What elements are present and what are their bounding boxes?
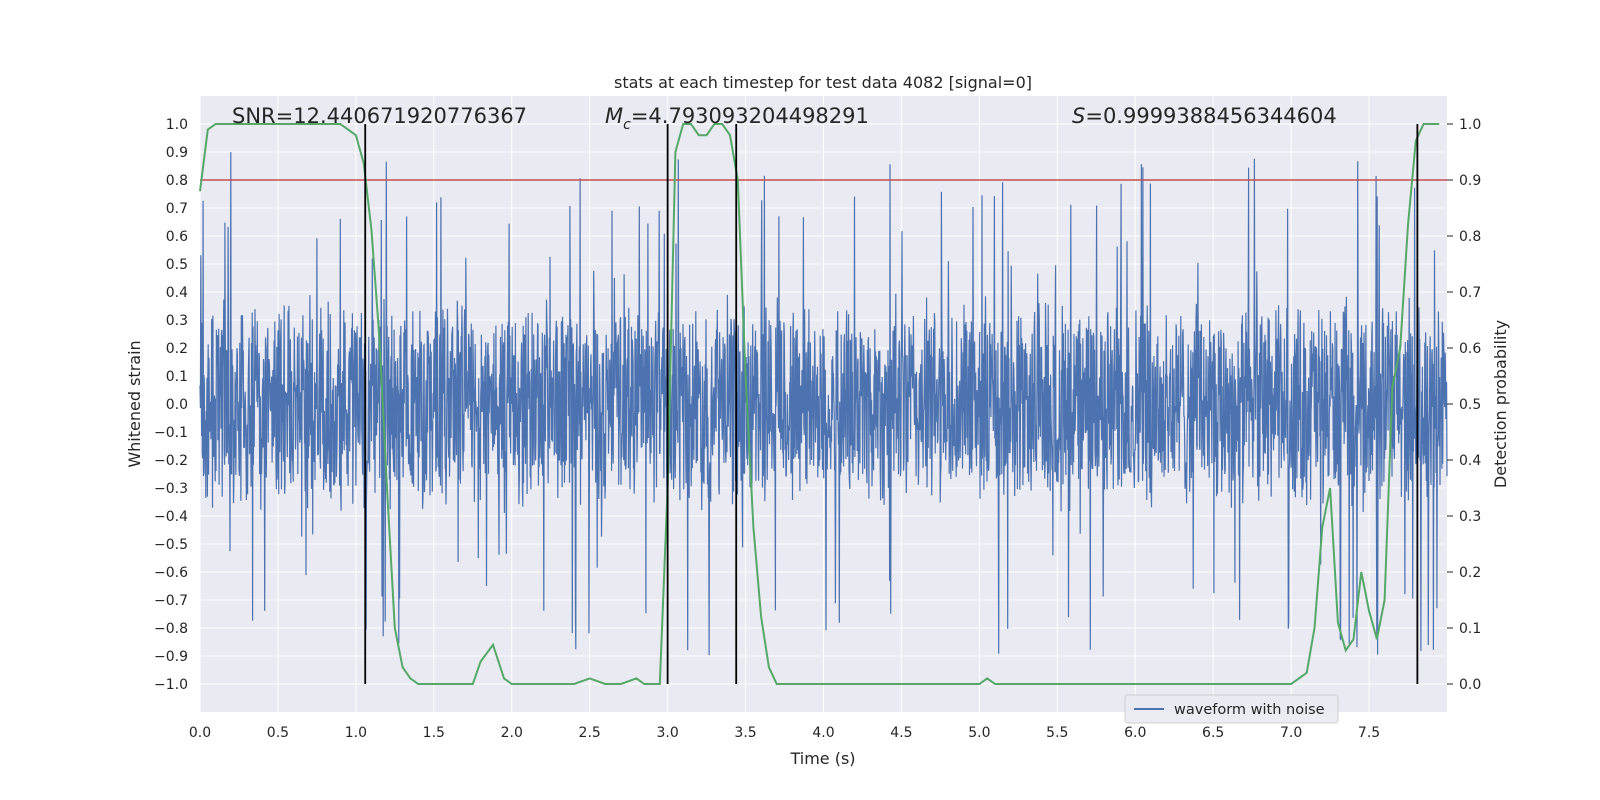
right-y-tick-label: 0.3 [1459,509,1481,525]
left-y-tick-label: 0.2 [166,341,188,357]
x-tick-label: 7.5 [1358,725,1380,741]
x-tick-label: 4.5 [890,725,912,741]
probability-series [199,123,1440,685]
left-y-tick-label: 0.7 [166,201,188,217]
left-y-tick-label: −0.4 [154,509,188,525]
x-tick-label: 1.5 [423,725,445,741]
x-tick-label: 4.0 [812,725,834,741]
x-tick-label: 5.0 [968,725,990,741]
chirp-mass-annotation: Mc=4.793093204498291 [605,104,869,133]
chirp-mass-subscript: c [623,117,631,133]
left-y-tick-label: −0.9 [154,649,188,665]
legend: waveform with noise [1124,694,1339,724]
x-tick-label: 6.5 [1202,725,1224,741]
left-y-tick-label: −1.0 [154,677,188,693]
right-y-tick-labels: 0.0 0.1 0.2 0.3 0.4 0.5 0.6 0.7 0.8 0.9 1.0 [1447,117,1481,693]
x-tick-label: 3.5 [734,725,756,741]
right-y-tick-label: 0.5 [1459,397,1481,413]
waveform-series [199,152,1448,656]
right-y-tick-label: 0.0 [1459,677,1481,693]
right-y-tick-label: 0.9 [1459,173,1481,189]
right-y-axis-label: Detection probability [1491,320,1510,488]
left-y-tick-labels: −1.0 −0.9 −0.8 −0.7 −0.6 −0.5 −0.4 −0.3 −0.2 −0.1… [154,117,188,693]
x-tick-label: 2.5 [579,725,601,741]
left-y-tick-label: 0.5 [166,257,188,273]
score-symbol: S [1072,104,1085,128]
left-y-tick-label: 0.4 [166,285,188,301]
legend-label: waveform with noise [1174,702,1325,718]
right-y-tick-label: 0.8 [1459,229,1481,245]
chirp-mass-symbol: M [605,104,623,128]
x-tick-label: 6.0 [1124,725,1146,741]
left-y-tick-label: −0.6 [154,565,188,581]
x-tick-label: 5.5 [1046,725,1068,741]
left-y-tick-label: −0.8 [154,621,188,637]
left-y-tick-label: 0.0 [166,397,188,413]
score-annotation: S=0.9999388456344604 [1072,104,1337,128]
right-y-tick-label: 1.0 [1459,117,1481,133]
right-y-tick-label: 0.4 [1459,453,1481,469]
left-y-tick-label: 1.0 [166,117,188,133]
left-y-tick-label: −0.5 [154,537,188,553]
x-tick-label: 3.0 [656,725,678,741]
x-tick-label: 7.0 [1280,725,1302,741]
left-y-tick-label: −0.2 [154,453,188,469]
left-y-axis-label: Whitened strain [125,340,144,467]
left-y-tick-label: 0.9 [166,145,188,161]
waveform-line [199,152,1448,656]
left-y-tick-label: −0.1 [154,425,188,441]
x-tick-label: 2.0 [501,725,523,741]
right-y-tick-label: 0.2 [1459,565,1481,581]
x-tick-label: 1.0 [345,725,367,741]
snr-annotation: SNR=12.440671920776367 [232,104,527,128]
score-value: =0.9999388456344604 [1085,104,1336,128]
legend-box [1124,694,1339,724]
marker-lines [364,124,1419,684]
left-y-tick-label: −0.7 [154,593,188,609]
chirp-mass-value: =4.793093204498291 [631,104,869,128]
right-y-tick-label: 0.1 [1459,621,1481,637]
right-y-tick-label: 0.7 [1459,285,1481,301]
chart-title: stats at each timestep for test data 408… [614,73,1032,92]
left-y-tick-label: 0.3 [166,313,188,329]
x-tick-labels: 0.0 0.5 1.0 1.5 2.0 2.5 3.0 3.5 4.0 4.5 5.0 5.5 6.0 6… [189,725,1380,741]
right-y-tick-label: 0.6 [1459,341,1481,357]
left-y-tick-label: 0.1 [166,369,188,385]
x-tick-label: 0.5 [267,725,289,741]
x-tick-label: 0.0 [189,725,211,741]
left-y-tick-label: 0.6 [166,229,188,245]
left-y-tick-label: −0.3 [154,481,188,497]
left-y-tick-label: 0.8 [166,173,188,189]
x-axis-label: Time (s) [789,749,855,768]
